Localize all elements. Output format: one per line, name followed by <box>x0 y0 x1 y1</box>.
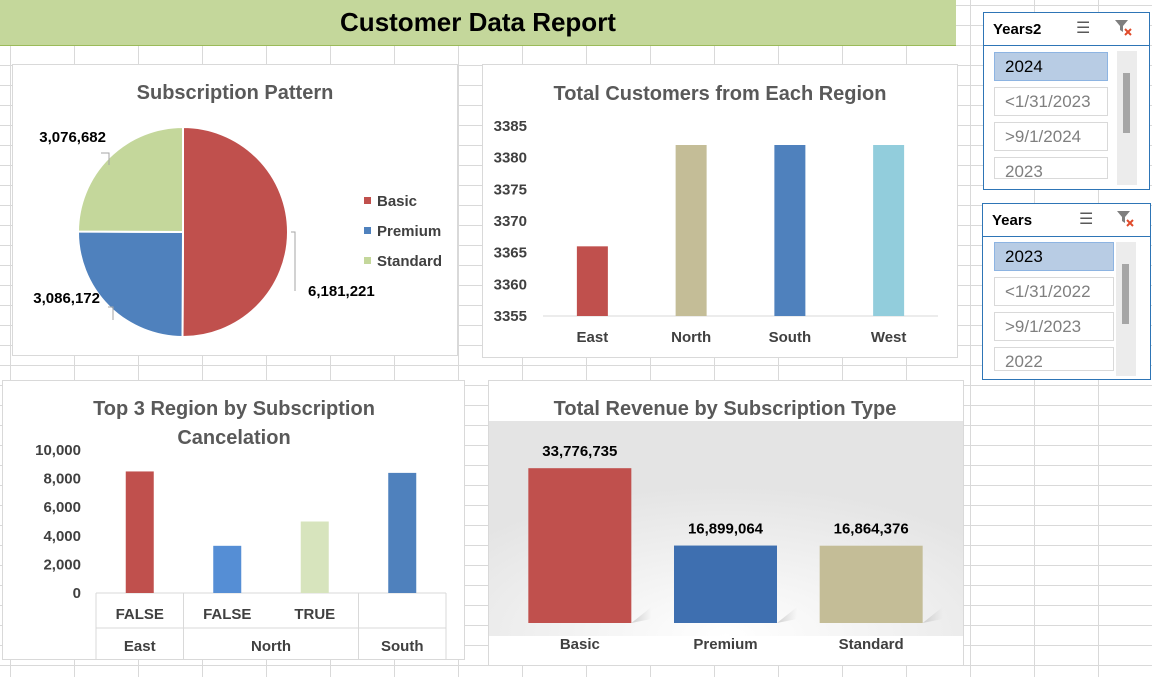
y-tick-label: 3380 <box>494 150 527 167</box>
subscription-pattern-chart[interactable]: Subscription Pattern 6,181,221 3,086,172 3,… <box>12 64 458 356</box>
group-label: South <box>381 638 424 655</box>
bar-shadow <box>631 607 652 623</box>
group-label: North <box>251 638 291 655</box>
slicer-item-2023[interactable]: 2023 <box>994 157 1108 179</box>
revenue-chart[interactable]: Total Revenue by Subscription Type 33,776… <box>488 380 964 666</box>
y-tick-label: 6,000 <box>43 499 81 516</box>
data-label: 33,776,735 <box>542 443 617 460</box>
chart-title-line: Cancelation <box>177 427 290 449</box>
years-slicer[interactable]: Years ☰ 2023 <1/31/2022 >9/1/2023 2022 <box>982 203 1151 380</box>
clear-filter-icon[interactable] <box>1114 18 1132 41</box>
cancelation-chart[interactable]: Top 3 Region by Subscription Cancelation 0… <box>2 380 465 660</box>
leader-line <box>108 306 114 320</box>
legend-swatch <box>364 257 371 264</box>
x-tick-label: FALSE <box>116 606 164 623</box>
x-tick-label: Standard <box>839 636 904 653</box>
y-tick-label: 3365 <box>494 245 527 262</box>
y-tick-label: 4,000 <box>43 528 81 545</box>
report-title: Customer Data Report <box>0 0 956 46</box>
slicer-title: Years <box>992 212 1033 229</box>
bar-north <box>675 145 707 316</box>
slicer-scrollbar[interactable] <box>1116 242 1136 376</box>
chart-title: Total Revenue by Subscription Type <box>554 398 897 420</box>
legend-entry: Standard <box>377 253 442 270</box>
slicer-header: Years ☰ <box>983 204 1150 237</box>
clear-filter-icon[interactable] <box>1116 209 1134 232</box>
bar-shadow <box>777 607 797 623</box>
bar-shadow <box>922 607 943 623</box>
pie-slice-premium <box>77 230 185 339</box>
chart-title: Subscription Pattern <box>137 82 334 104</box>
revenue-bar-canvas: Total Revenue by Subscription Type 33,776… <box>489 398 963 653</box>
multi-select-icon[interactable]: ☰ <box>1076 20 1091 37</box>
bar-basic <box>528 468 632 623</box>
slicer-item-before-2022[interactable]: <1/31/2022 <box>994 277 1114 306</box>
y-tick-label: 3385 <box>494 118 527 135</box>
legend-swatch <box>364 197 371 204</box>
slicer-item-2022[interactable]: 2022 <box>994 347 1114 371</box>
y-tick-label: 2,000 <box>43 556 81 573</box>
x-tick-label: South <box>769 329 812 346</box>
group-label: East <box>124 638 156 655</box>
y-tick-label: 3360 <box>494 276 527 293</box>
x-tick-label: West <box>871 329 907 346</box>
y-tick-label: 0 <box>73 585 81 602</box>
legend-swatch <box>364 227 371 234</box>
slicer-item-2024[interactable]: 2024 <box>994 52 1108 81</box>
x-tick-label: Basic <box>560 636 600 653</box>
y-tick-label: 3375 <box>494 181 527 198</box>
x-tick-label: North <box>671 329 711 346</box>
legend-entry: Premium <box>377 223 441 240</box>
region-bar-canvas: Total Customers from Each Region 3355 3360… <box>494 83 938 346</box>
y-tick-label: 10,000 <box>35 442 81 459</box>
bar-east <box>125 471 154 593</box>
slicer-item-after-2023[interactable]: >9/1/2023 <box>994 312 1114 341</box>
x-tick-label: Premium <box>693 636 757 653</box>
multi-select-icon[interactable]: ☰ <box>1079 211 1094 228</box>
slicer-scrollbar[interactable] <box>1117 51 1137 185</box>
chart-title: Total Customers from Each Region <box>553 83 886 105</box>
y-tick-label: 3370 <box>494 213 527 230</box>
slicer-header: Years2 ☰ <box>984 13 1149 46</box>
data-label: 6,181,221 <box>308 283 375 300</box>
chart-title-line: Top 3 Region by Subscription <box>93 398 375 420</box>
leader-line <box>291 231 296 291</box>
bar-north <box>213 545 242 593</box>
x-tick-label: East <box>577 329 609 346</box>
slicer-item-after-2024[interactable]: >9/1/2024 <box>994 122 1108 151</box>
legend-entry: Basic <box>377 193 417 210</box>
bar-west <box>873 145 905 316</box>
slicer-item-2023[interactable]: 2023 <box>994 242 1114 271</box>
data-label: 16,864,376 <box>834 521 909 538</box>
pie-chart-canvas: Subscription Pattern 6,181,221 3,086,172 3,… <box>33 82 442 339</box>
data-label: 3,076,682 <box>39 129 106 146</box>
pie-slice-basic <box>181 125 289 338</box>
slicer-scroll-thumb[interactable] <box>1122 264 1129 324</box>
bar-premium <box>674 545 777 623</box>
bar-south <box>388 472 417 593</box>
data-label: 3,086,172 <box>33 290 100 307</box>
slicer-item-before-2023[interactable]: <1/31/2023 <box>994 87 1108 116</box>
bar-north <box>300 521 329 593</box>
region-customers-chart[interactable]: Total Customers from Each Region 3355 3360… <box>482 64 958 358</box>
leader-line <box>101 152 110 165</box>
y-tick-label: 3355 <box>494 308 527 325</box>
x-tick-label: FALSE <box>203 606 251 623</box>
slicer-scroll-thumb[interactable] <box>1123 73 1130 133</box>
bar-south <box>774 145 806 316</box>
data-label: 16,899,064 <box>688 521 764 538</box>
x-tick-label: TRUE <box>294 606 335 623</box>
years2-slicer[interactable]: Years2 ☰ 2024 <1/31/2023 >9/1/2024 2023 <box>983 12 1150 190</box>
cancelation-bar-canvas: Top 3 Region by Subscription Cancelation 0… <box>35 398 447 659</box>
slicer-title: Years2 <box>993 21 1042 38</box>
y-tick-label: 8,000 <box>43 471 81 488</box>
bar-standard <box>819 545 923 623</box>
bar-east <box>576 246 608 316</box>
